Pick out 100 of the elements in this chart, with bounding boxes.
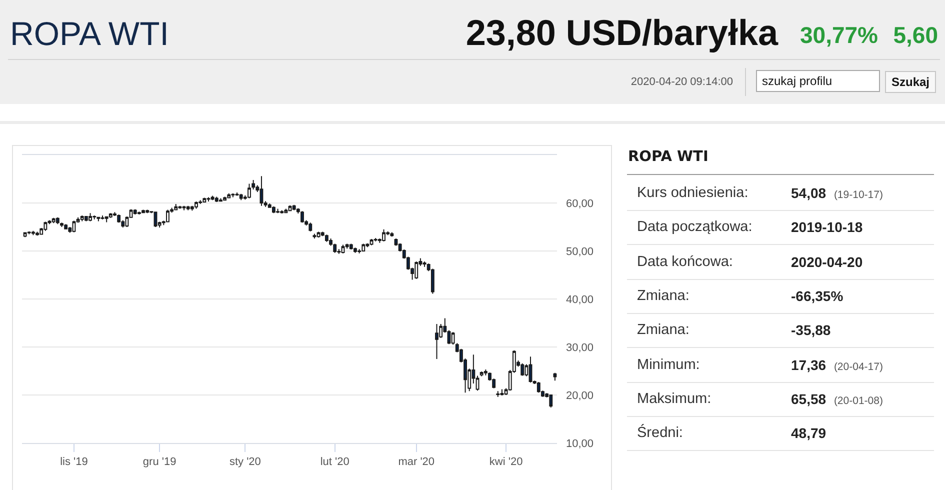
text: 17,36 (20-04-17) <box>791 356 883 372</box>
candlestick <box>422 261 426 268</box>
y-tick-label: 60,00 <box>566 198 594 210</box>
y-tick-label: 50,00 <box>566 246 594 258</box>
candlestick <box>553 372 557 382</box>
text: 30,77% <box>800 22 878 48</box>
text: 2019-10-18 <box>791 219 863 236</box>
candlestick <box>374 238 378 242</box>
x-tick-label: lis '19 <box>60 456 88 468</box>
candlestick <box>210 195 214 201</box>
candlestick <box>414 261 418 280</box>
candlestick <box>23 232 27 238</box>
candlestick <box>316 231 320 238</box>
y-tick-label: 10,00 <box>566 438 594 450</box>
text: 65,58 (20-01-08) <box>791 390 883 407</box>
candlestick <box>500 388 504 396</box>
candlestick <box>260 176 264 206</box>
candlestick <box>92 214 96 220</box>
candlestick <box>108 212 112 218</box>
candlestick <box>202 197 206 204</box>
text: Maksimum: <box>637 390 712 407</box>
candlestick <box>354 247 357 254</box>
candlestick <box>182 205 186 211</box>
candlestick <box>117 214 121 224</box>
y-tick-label: 40,00 <box>566 294 594 306</box>
candlestick <box>96 216 100 222</box>
text: Kurs odniesienia: <box>637 185 748 201</box>
candlestick <box>214 196 218 203</box>
candlestick <box>231 192 235 198</box>
candlestick <box>84 215 88 222</box>
candlestick <box>36 231 39 236</box>
candlestick <box>190 205 194 212</box>
candlestick <box>133 208 137 216</box>
text: ROPA WTI <box>628 149 708 165</box>
candlestick <box>362 243 366 252</box>
candlestick <box>520 362 524 376</box>
y-tick-label: 20,00 <box>566 390 594 402</box>
text: -66,35% <box>791 288 844 304</box>
text: Minimum: <box>637 356 700 372</box>
candlestick <box>390 232 394 238</box>
candlestick <box>480 370 484 377</box>
candlestick <box>194 201 198 210</box>
text: 54,08 (19-10-17) <box>791 185 883 201</box>
candlestick <box>64 224 68 230</box>
text: ROPA WTI <box>10 15 169 52</box>
candlestick <box>104 216 108 223</box>
candlestick <box>239 193 243 201</box>
candlestick <box>370 238 374 246</box>
text: 2020-04-20 09:14:00 <box>630 76 733 88</box>
candlestick <box>280 210 284 214</box>
candlestick <box>44 221 48 232</box>
x-tick-label: sty '20 <box>229 456 261 468</box>
candlestick <box>284 208 288 214</box>
candlestick <box>292 204 296 211</box>
candlestick <box>324 234 328 242</box>
candlestick <box>308 222 312 232</box>
candlestick <box>528 356 532 384</box>
candlestick <box>146 209 150 214</box>
candlestick <box>300 210 304 224</box>
text: Data końcowa: <box>637 254 733 270</box>
candlestick <box>536 382 540 394</box>
candlestick <box>56 216 60 225</box>
text: Zmiana: <box>637 288 690 304</box>
candlestick <box>32 230 35 236</box>
candlestick <box>248 183 251 199</box>
text: -35,88 <box>791 322 831 338</box>
text: 23,80 USD/baryłka <box>466 12 778 53</box>
candlestick <box>100 214 104 220</box>
candlestick <box>382 228 386 242</box>
search-button: Szukaj <box>885 71 936 93</box>
y-tick-label: 30,00 <box>566 342 594 354</box>
candlestick <box>174 203 178 211</box>
candlestick <box>219 198 222 202</box>
candlestick <box>27 230 31 235</box>
candlestick <box>349 243 353 250</box>
text: 2020-04-20 <box>791 254 863 270</box>
x-tick-label: mar '20 <box>398 456 435 468</box>
candlestick <box>166 209 170 223</box>
candlestick <box>227 192 231 199</box>
text: 48,79 <box>791 425 826 442</box>
candlestick <box>496 390 500 398</box>
candlestick <box>435 323 438 360</box>
candlestick <box>312 233 316 240</box>
search-field: szukaj profilu <box>756 70 880 92</box>
candlestick <box>276 208 280 214</box>
candlestick <box>272 206 276 214</box>
candlestick <box>186 205 190 211</box>
x-tick-label: gru '19 <box>142 456 176 468</box>
candlestick <box>341 244 345 254</box>
candlestick <box>549 394 553 408</box>
candlestick <box>235 192 239 196</box>
text: Średni: <box>637 425 683 442</box>
candlestick <box>345 243 349 250</box>
candlestick <box>80 214 84 222</box>
candlestick <box>52 217 56 224</box>
candlestick <box>206 196 210 202</box>
candlestick <box>178 205 182 210</box>
text: 5,60 <box>893 22 938 48</box>
candlestick <box>137 211 141 216</box>
x-tick-label: kwi '20 <box>489 456 523 468</box>
